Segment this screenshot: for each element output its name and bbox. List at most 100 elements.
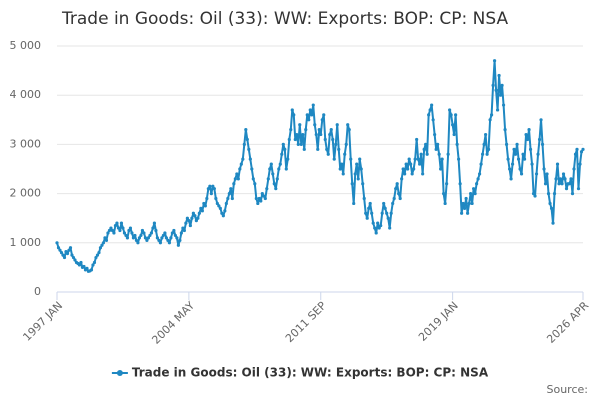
data-point [398,196,402,201]
data-point [242,142,246,146]
data-point [349,157,353,161]
data-point [379,223,383,228]
data-point [250,167,254,171]
data-point [289,128,293,132]
data-point [101,241,106,245]
data-point [537,137,542,142]
data-point [572,167,576,171]
data-point [283,147,287,151]
data-point [269,162,273,166]
data-point [296,142,300,146]
data-point [271,172,275,176]
data-point [313,123,317,127]
data-point [383,206,387,210]
data-point [434,147,438,151]
legend-label: Trade in Goods: Oil (33): WW: Exports: B… [132,366,489,380]
data-point [527,128,531,132]
data-point [464,196,468,201]
data-point [172,228,176,233]
data-point [386,216,390,220]
data-point [343,152,347,156]
data-point [299,142,303,146]
data-point [187,219,191,223]
data-point [334,142,338,146]
data-point [113,223,118,228]
data-point [510,162,515,166]
data-point [95,253,100,257]
data-point [94,255,98,260]
data-point [376,221,380,225]
data-point [125,236,130,240]
data-point [524,132,528,137]
data-point [224,201,228,206]
data-point [460,211,464,215]
data-point [561,172,566,176]
data-point [115,221,119,225]
data-point [522,157,527,161]
data-point [268,167,272,171]
data-point [199,206,203,210]
data-point [346,123,350,127]
data-point [316,147,320,151]
data-point [205,196,209,201]
data-point [212,187,216,191]
data-point [476,177,480,181]
data-point [166,238,170,242]
data-point [542,167,546,171]
data-point [449,113,453,117]
data-point [430,103,434,107]
data-point [167,241,171,245]
data-point [401,167,405,171]
data-point [445,182,449,186]
data-point [124,233,128,238]
data-point [392,196,396,201]
data-point [77,263,82,267]
x-tick-label: 2019 JAN [416,299,461,344]
data-point [295,132,299,137]
data-point [220,211,224,215]
data-point [232,182,236,186]
data-point [110,228,115,233]
data-point [397,192,401,196]
data-point [319,132,323,137]
data-point [570,192,575,196]
data-point [560,182,564,186]
data-point [322,113,326,117]
data-point [146,236,151,240]
data-point [335,123,339,127]
data-point [406,167,410,171]
data-point [467,201,471,206]
data-point [281,142,285,146]
data-point [223,209,227,213]
data-point [473,192,477,196]
data-point [263,196,267,201]
data-point [463,206,467,210]
data-point [272,182,276,186]
y-tick-label: 2 000 [10,187,42,200]
data-point [350,182,354,186]
data-point [251,177,255,181]
data-point [191,211,195,215]
data-line [56,59,584,273]
data-point [98,246,103,250]
data-point [533,194,537,198]
data-point [79,260,83,265]
data-point [439,167,443,171]
data-point [412,167,416,171]
data-point [356,177,360,181]
data-point [519,172,524,176]
source: Source: [547,383,589,396]
data-point [344,142,348,146]
data-point [531,192,536,196]
data-point [301,132,305,137]
data-point [211,184,215,188]
data-point [549,206,554,210]
data-point [482,142,486,146]
data-point [534,172,539,176]
data-point [121,226,125,230]
data-point [448,108,452,112]
data-point [100,243,104,247]
data-point [341,172,345,176]
data-point [154,228,158,233]
data-point [73,258,77,262]
